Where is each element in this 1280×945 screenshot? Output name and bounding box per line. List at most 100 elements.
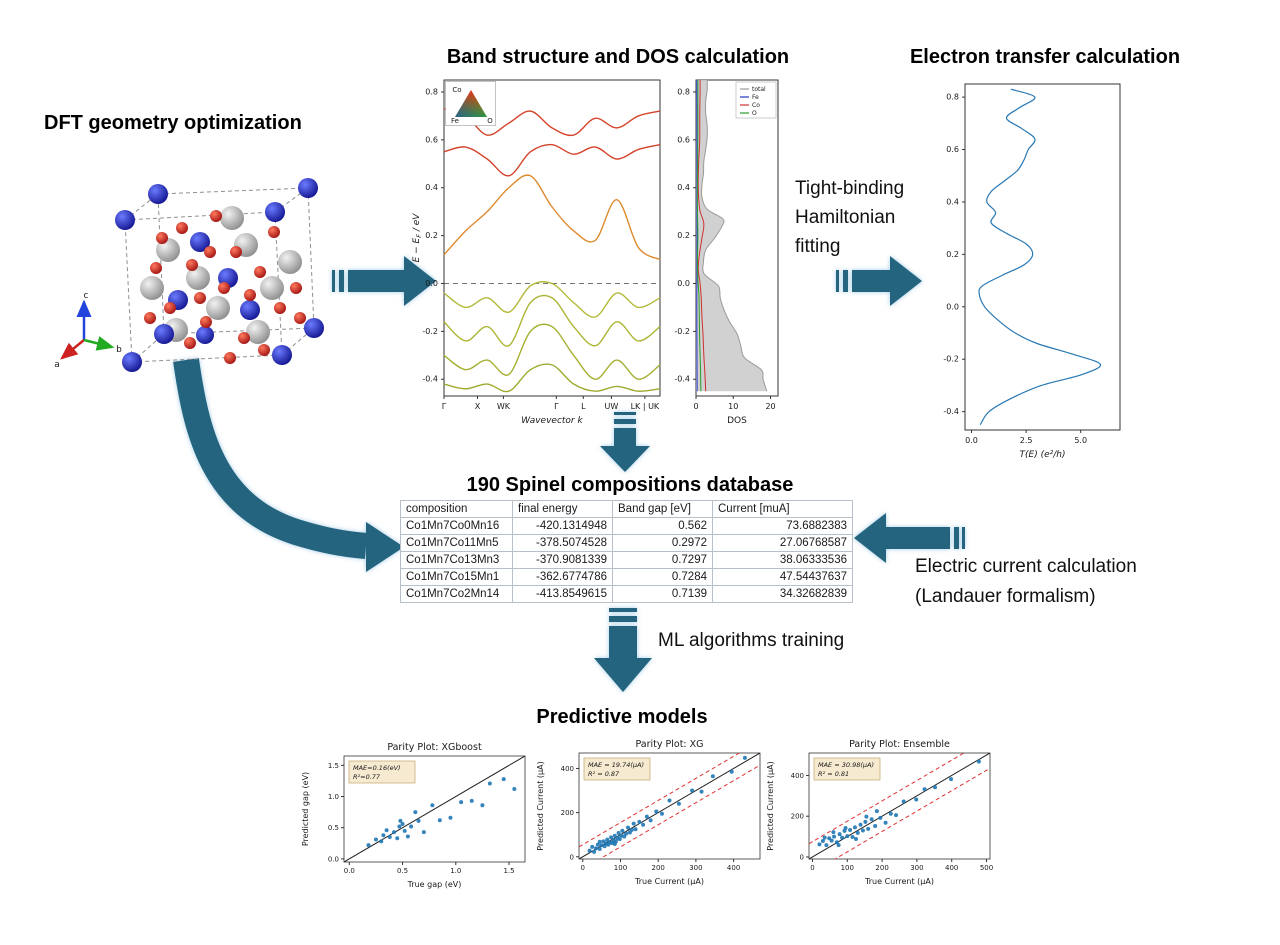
compositions-table: composition final energy Band gap [eV] Curr… xyxy=(400,500,853,603)
svg-text:0.6: 0.6 xyxy=(677,135,690,144)
table-cell: -362.6774786 xyxy=(512,568,613,586)
svg-text:100: 100 xyxy=(614,864,627,872)
table-cell: Co1Mn7Co0Mn16 xyxy=(400,517,513,535)
table-row: Co1Mn7Co2Mn14 -413.8549615 0.7139 34.326828… xyxy=(400,585,853,603)
svg-text:-0.2: -0.2 xyxy=(943,355,959,364)
table-cell: Co1Mn7Co13Mn3 xyxy=(400,551,513,569)
svg-text:20: 20 xyxy=(765,402,775,411)
svg-text:Fe: Fe xyxy=(752,94,759,101)
electric-current-line-2: (Landauer formalism) xyxy=(915,586,1096,607)
svg-text:True Current (μA): True Current (μA) xyxy=(864,877,934,886)
svg-text:Predicted gap (eV): Predicted gap (eV) xyxy=(301,772,310,846)
svg-text:0: 0 xyxy=(810,864,814,872)
tight-binding-line-1: Tight-binding xyxy=(795,178,905,199)
column-header: Band gap [eV] xyxy=(612,500,713,518)
svg-text:0.8: 0.8 xyxy=(677,87,690,96)
svg-text:0.2: 0.2 xyxy=(425,231,438,240)
svg-text:X: X xyxy=(475,402,481,411)
band-title: Band structure and DOS calculation xyxy=(446,46,790,68)
svg-text:1.5: 1.5 xyxy=(328,762,339,770)
table-header-row: composition final energy Band gap [eV] Curr… xyxy=(400,500,853,518)
table-cell: 0.7297 xyxy=(612,551,713,569)
svg-text:0.5: 0.5 xyxy=(397,867,408,875)
svg-text:MAE = 30.98(μA): MAE = 30.98(μA) xyxy=(818,761,874,769)
svg-text:0.4: 0.4 xyxy=(946,197,959,206)
table-cell: 34.32682839 xyxy=(712,585,853,603)
svg-text:1.5: 1.5 xyxy=(503,867,514,875)
svg-text:0.0: 0.0 xyxy=(328,855,339,863)
svg-text:1.0: 1.0 xyxy=(450,867,461,875)
svg-text:Co: Co xyxy=(752,102,760,109)
svg-text:Co: Co xyxy=(452,86,461,94)
svg-text:0.2: 0.2 xyxy=(677,231,690,240)
svg-text:0.0: 0.0 xyxy=(344,867,355,875)
arrow-electron-transfer-to-database xyxy=(854,513,965,563)
svg-text:100: 100 xyxy=(841,864,854,872)
svg-text:Γ: Γ xyxy=(442,402,447,411)
svg-text:0.6: 0.6 xyxy=(425,135,438,144)
arrow-database-to-models xyxy=(594,608,652,692)
arrow-dft-to-band xyxy=(332,256,436,306)
svg-text:0: 0 xyxy=(800,853,804,861)
table-cell: Co1Mn7Co11Mn5 xyxy=(400,534,513,552)
svg-text:1.0: 1.0 xyxy=(328,793,339,801)
svg-text:0.8: 0.8 xyxy=(425,87,438,96)
crystal-structure-figure: c a b xyxy=(54,178,324,372)
svg-text:c: c xyxy=(84,291,89,301)
svg-text:200: 200 xyxy=(791,813,804,821)
svg-text:-0.2: -0.2 xyxy=(674,327,690,336)
electron-transfer-title: Electron transfer calculation xyxy=(909,46,1181,68)
svg-text:O: O xyxy=(752,110,757,117)
table-cell: 38.06333536 xyxy=(712,551,853,569)
svg-text:MAE=0.16(eV): MAE=0.16(eV) xyxy=(353,764,401,772)
svg-text:10: 10 xyxy=(728,402,738,411)
svg-text:0.0: 0.0 xyxy=(965,436,978,445)
electric-current-line-1: Electric current calculation xyxy=(915,556,1137,577)
table-cell: 73.6882383 xyxy=(712,517,853,535)
svg-text:0: 0 xyxy=(570,853,574,861)
column-header: Current [muA] xyxy=(712,500,853,518)
parity-plot-ensemble: 0 100 200 300 400 500 0 200 400 MAE = 30.98(μA)R²… xyxy=(766,739,993,886)
svg-text:Predicted Current (μA): Predicted Current (μA) xyxy=(536,761,545,851)
svg-text:0.6: 0.6 xyxy=(946,145,959,154)
predictive-models-title: Predictive models xyxy=(536,706,708,728)
svg-text:5.0: 5.0 xyxy=(1074,436,1087,445)
svg-text:-0.4: -0.4 xyxy=(943,407,959,416)
svg-text:Γ: Γ xyxy=(554,402,559,411)
table-cell: 47.54437637 xyxy=(712,568,853,586)
svg-text:T(E) (e²/h): T(E) (e²/h) xyxy=(1020,450,1066,460)
svg-text:True Current (μA): True Current (μA) xyxy=(634,877,704,886)
svg-text:Parity Plot: XG: Parity Plot: XG xyxy=(635,739,703,750)
table-cell: 0.562 xyxy=(612,517,713,535)
table-row: Co1Mn7Co0Mn16 -420.1314948 0.562 73.6882383 xyxy=(400,517,853,535)
table-cell: Co1Mn7Co2Mn14 xyxy=(400,585,513,603)
table-row: Co1Mn7Co15Mn1 -362.6774786 0.7284 47.544376… xyxy=(400,568,853,586)
svg-text:MAE = 19.74(μA): MAE = 19.74(μA) xyxy=(588,761,644,769)
transmission-plot: -0.4 -0.2 0.0 0.2 0.4 0.6 0.8 0.0 2.5 5.0 T(E) (e²… xyxy=(943,83,1121,460)
table-cell: -370.9081339 xyxy=(512,551,613,569)
svg-text:0.4: 0.4 xyxy=(425,183,438,192)
svg-text:200: 200 xyxy=(652,864,665,872)
arrow-band-to-database xyxy=(600,412,650,472)
svg-text:200: 200 xyxy=(561,809,574,817)
svg-text:R² = 0.81: R² = 0.81 xyxy=(818,770,849,778)
svg-text:WK: WK xyxy=(497,402,511,411)
ml-training-label: ML algorithms training xyxy=(658,630,845,651)
tight-binding-label: Tight-binding Hamiltonian fitting xyxy=(795,174,904,261)
table-cell: -378.5074528 xyxy=(512,534,613,552)
svg-text:Predicted Current (μA): Predicted Current (μA) xyxy=(766,761,775,851)
band-structure-dos-plot: -0.4 -0.2 0.0 0.2 0.4 0.6 0.8 Γ X WK Γ L UW LK | UK Wa… xyxy=(412,79,779,426)
svg-text:0.0: 0.0 xyxy=(946,302,959,311)
svg-text:LK | UK: LK | UK xyxy=(631,402,660,411)
svg-text:Fe: Fe xyxy=(451,117,459,125)
table-row: Co1Mn7Co11Mn5 -378.5074528 0.2972 27.067685… xyxy=(400,534,853,552)
svg-text:Parity Plot: Ensemble: Parity Plot: Ensemble xyxy=(849,739,950,750)
svg-text:UW: UW xyxy=(605,402,619,411)
svg-text:400: 400 xyxy=(945,864,958,872)
arrow-band-to-electron-transfer xyxy=(836,256,922,306)
table-row: Co1Mn7Co13Mn3 -370.9081339 0.7297 38.063335… xyxy=(400,551,853,569)
column-header: composition xyxy=(400,500,513,518)
svg-text:400: 400 xyxy=(727,864,740,872)
